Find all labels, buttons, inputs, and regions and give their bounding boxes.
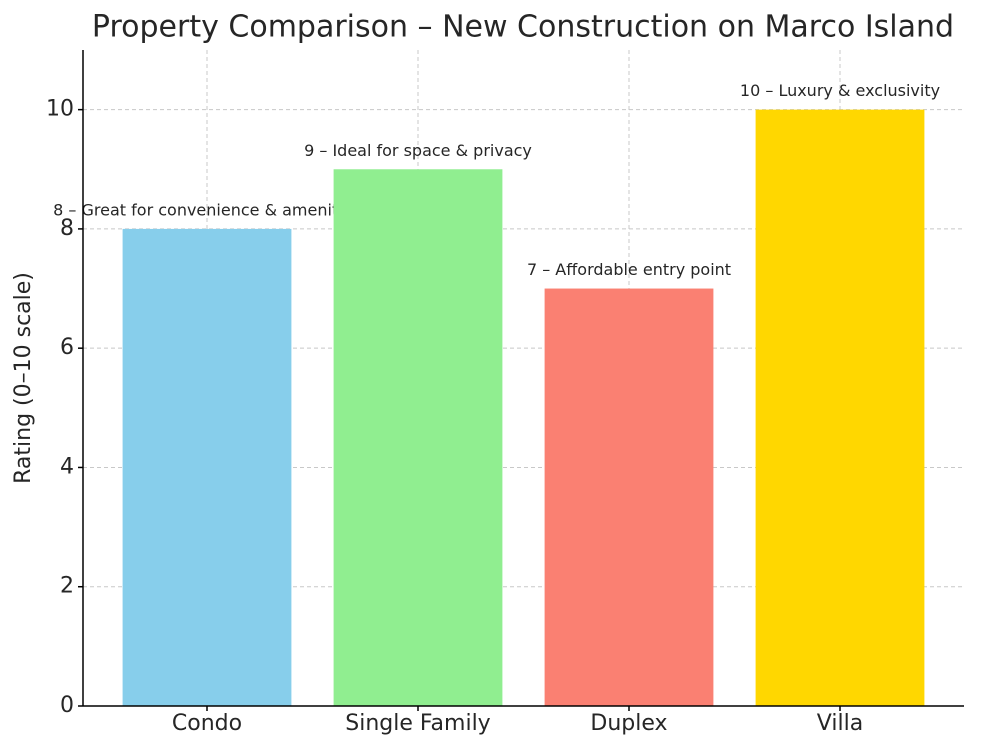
data-label: 8 – Great for convenience & amenities xyxy=(53,200,361,219)
bar xyxy=(333,169,503,707)
bar xyxy=(755,109,925,707)
x-tick-label: Single Family xyxy=(345,711,490,736)
x-tick-label: Condo xyxy=(172,711,242,736)
y-tick-label: 8 xyxy=(60,216,74,241)
bar xyxy=(122,228,292,706)
x-tick-label: Villa xyxy=(817,711,863,736)
chart-title: Property Comparison – New Construction o… xyxy=(92,10,954,45)
y-axis-label: Rating (0–10 scale) xyxy=(11,272,36,484)
data-label: 9 – Ideal for space & privacy xyxy=(304,141,532,160)
y-tick-label: 0 xyxy=(60,693,74,718)
y-tick-label: 10 xyxy=(46,97,74,122)
x-tick-label: Duplex xyxy=(590,711,667,736)
y-tick-label: 2 xyxy=(60,574,74,599)
bar xyxy=(544,288,714,706)
y-tick-label: 6 xyxy=(60,335,74,360)
data-label: 7 – Affordable entry point xyxy=(527,260,731,279)
y-tick-label: 4 xyxy=(60,454,74,479)
data-label: 10 – Luxury & exclusivity xyxy=(740,81,940,100)
